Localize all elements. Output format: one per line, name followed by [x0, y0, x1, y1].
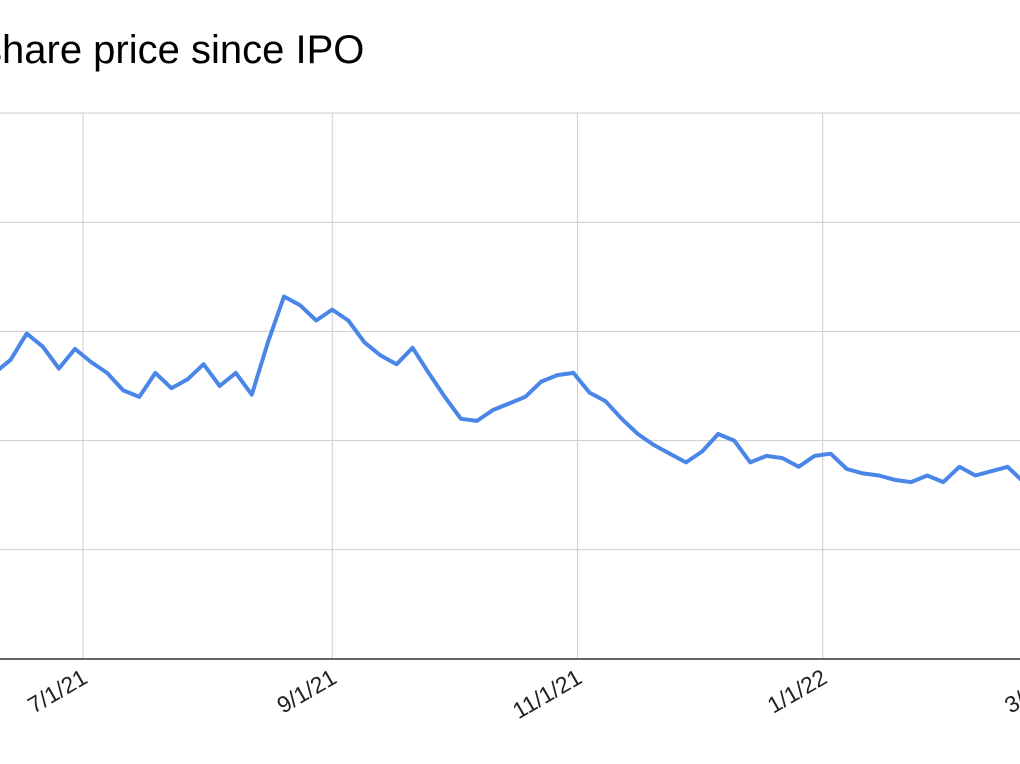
x-tick-label: 7/1/21 — [23, 664, 91, 718]
price-series-line — [0, 294, 1020, 485]
grid-lines — [0, 112, 1020, 660]
x-tick-label: 11/1/21 — [508, 664, 586, 724]
series-group — [0, 294, 1020, 485]
x-tick-label: 1/1/22 — [763, 664, 831, 718]
chart-title: share price since IPO — [0, 28, 365, 72]
x-tick-label: 9/1/21 — [272, 664, 340, 718]
x-tick-label: 3/1/22 — [1000, 664, 1020, 718]
x-axis-tick-labels: 7/1/219/1/2111/1/211/1/223/1/225/1/227/1… — [23, 664, 1020, 724]
